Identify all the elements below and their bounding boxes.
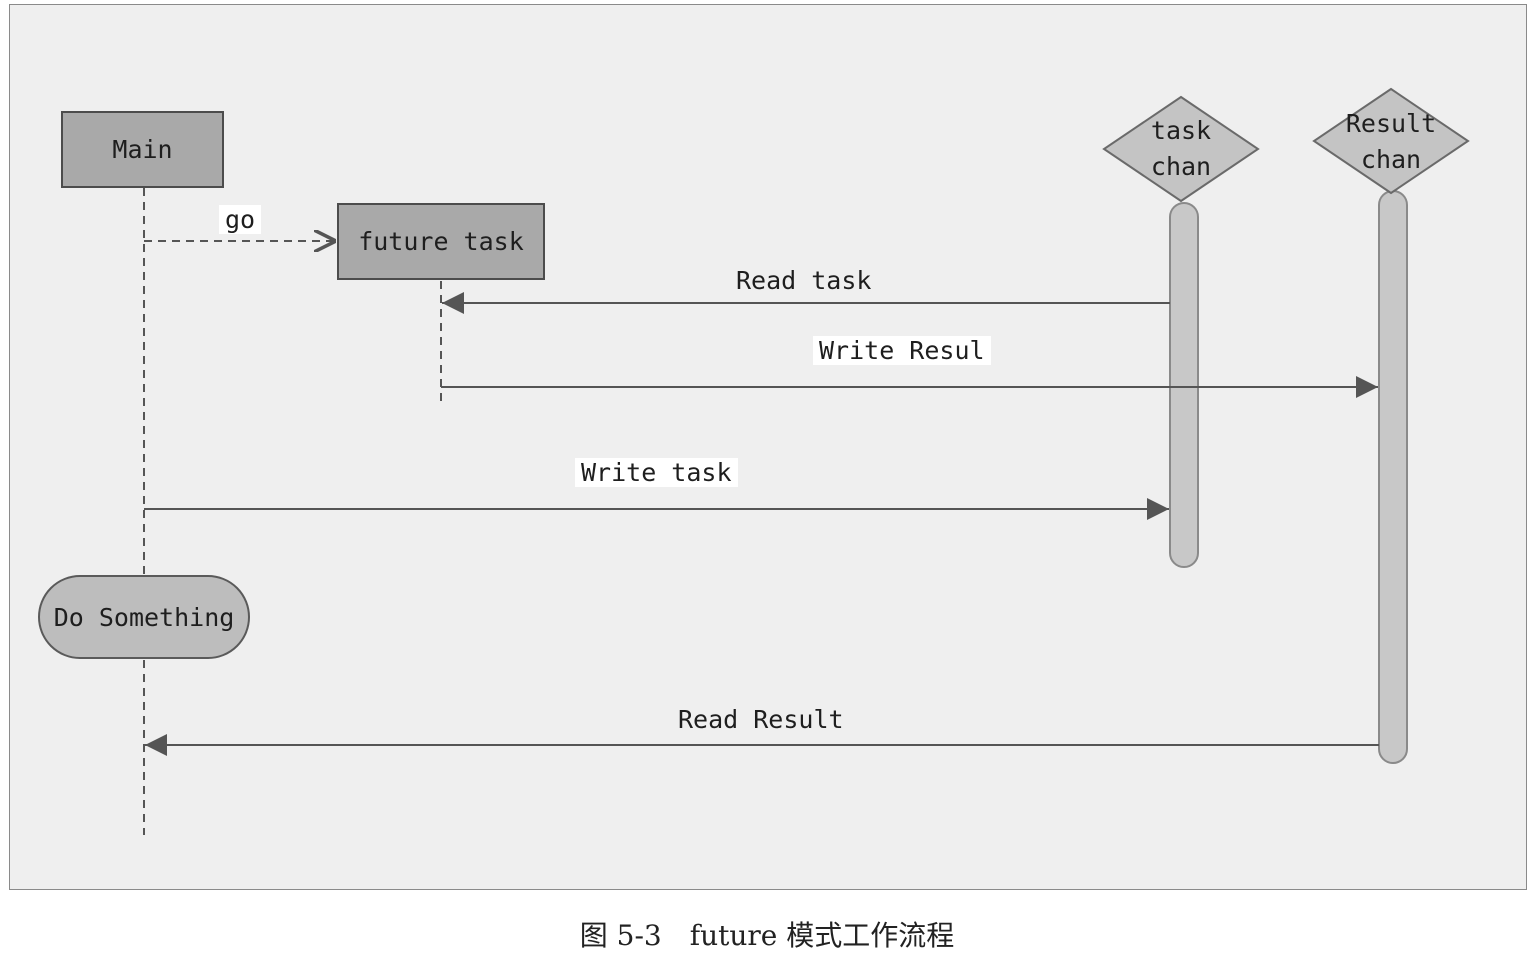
go-label: go — [219, 205, 262, 234]
task-chan-label: task chan — [1106, 113, 1256, 185]
result-chan-diamond — [1312, 87, 1470, 195]
result-chan-label-line1: Result — [1345, 109, 1437, 138]
task-chan-diamond — [1102, 95, 1260, 203]
task-chan-label-line2: chan — [1150, 152, 1212, 181]
task-chan-activation-bar — [1169, 202, 1199, 568]
do-something-activity: Do Something — [38, 575, 250, 659]
future-task-label: future task — [358, 227, 524, 256]
result-chan-label: Result chan — [1316, 106, 1466, 178]
result-chan-activation-bar — [1378, 190, 1408, 764]
main-label: Main — [112, 135, 173, 164]
read-result-label: Read Result — [678, 705, 844, 734]
diagram-lines — [143, 87, 1470, 835]
read-task-label: Read task — [736, 266, 872, 295]
task-chan-label-line1: task — [1150, 116, 1212, 145]
sequence-diagram: Main future task task chan Result chan g… — [9, 4, 1527, 890]
main-box: Main — [61, 111, 224, 188]
figure-caption: 图 5-3 future 模式工作流程 — [579, 919, 955, 952]
do-something-label: Do Something — [53, 602, 235, 632]
write-result-label: Write Resul — [813, 336, 991, 365]
future-task-box: future task — [337, 203, 545, 280]
result-chan-label-line2: chan — [1360, 145, 1422, 174]
write-task-label: Write task — [575, 458, 738, 487]
